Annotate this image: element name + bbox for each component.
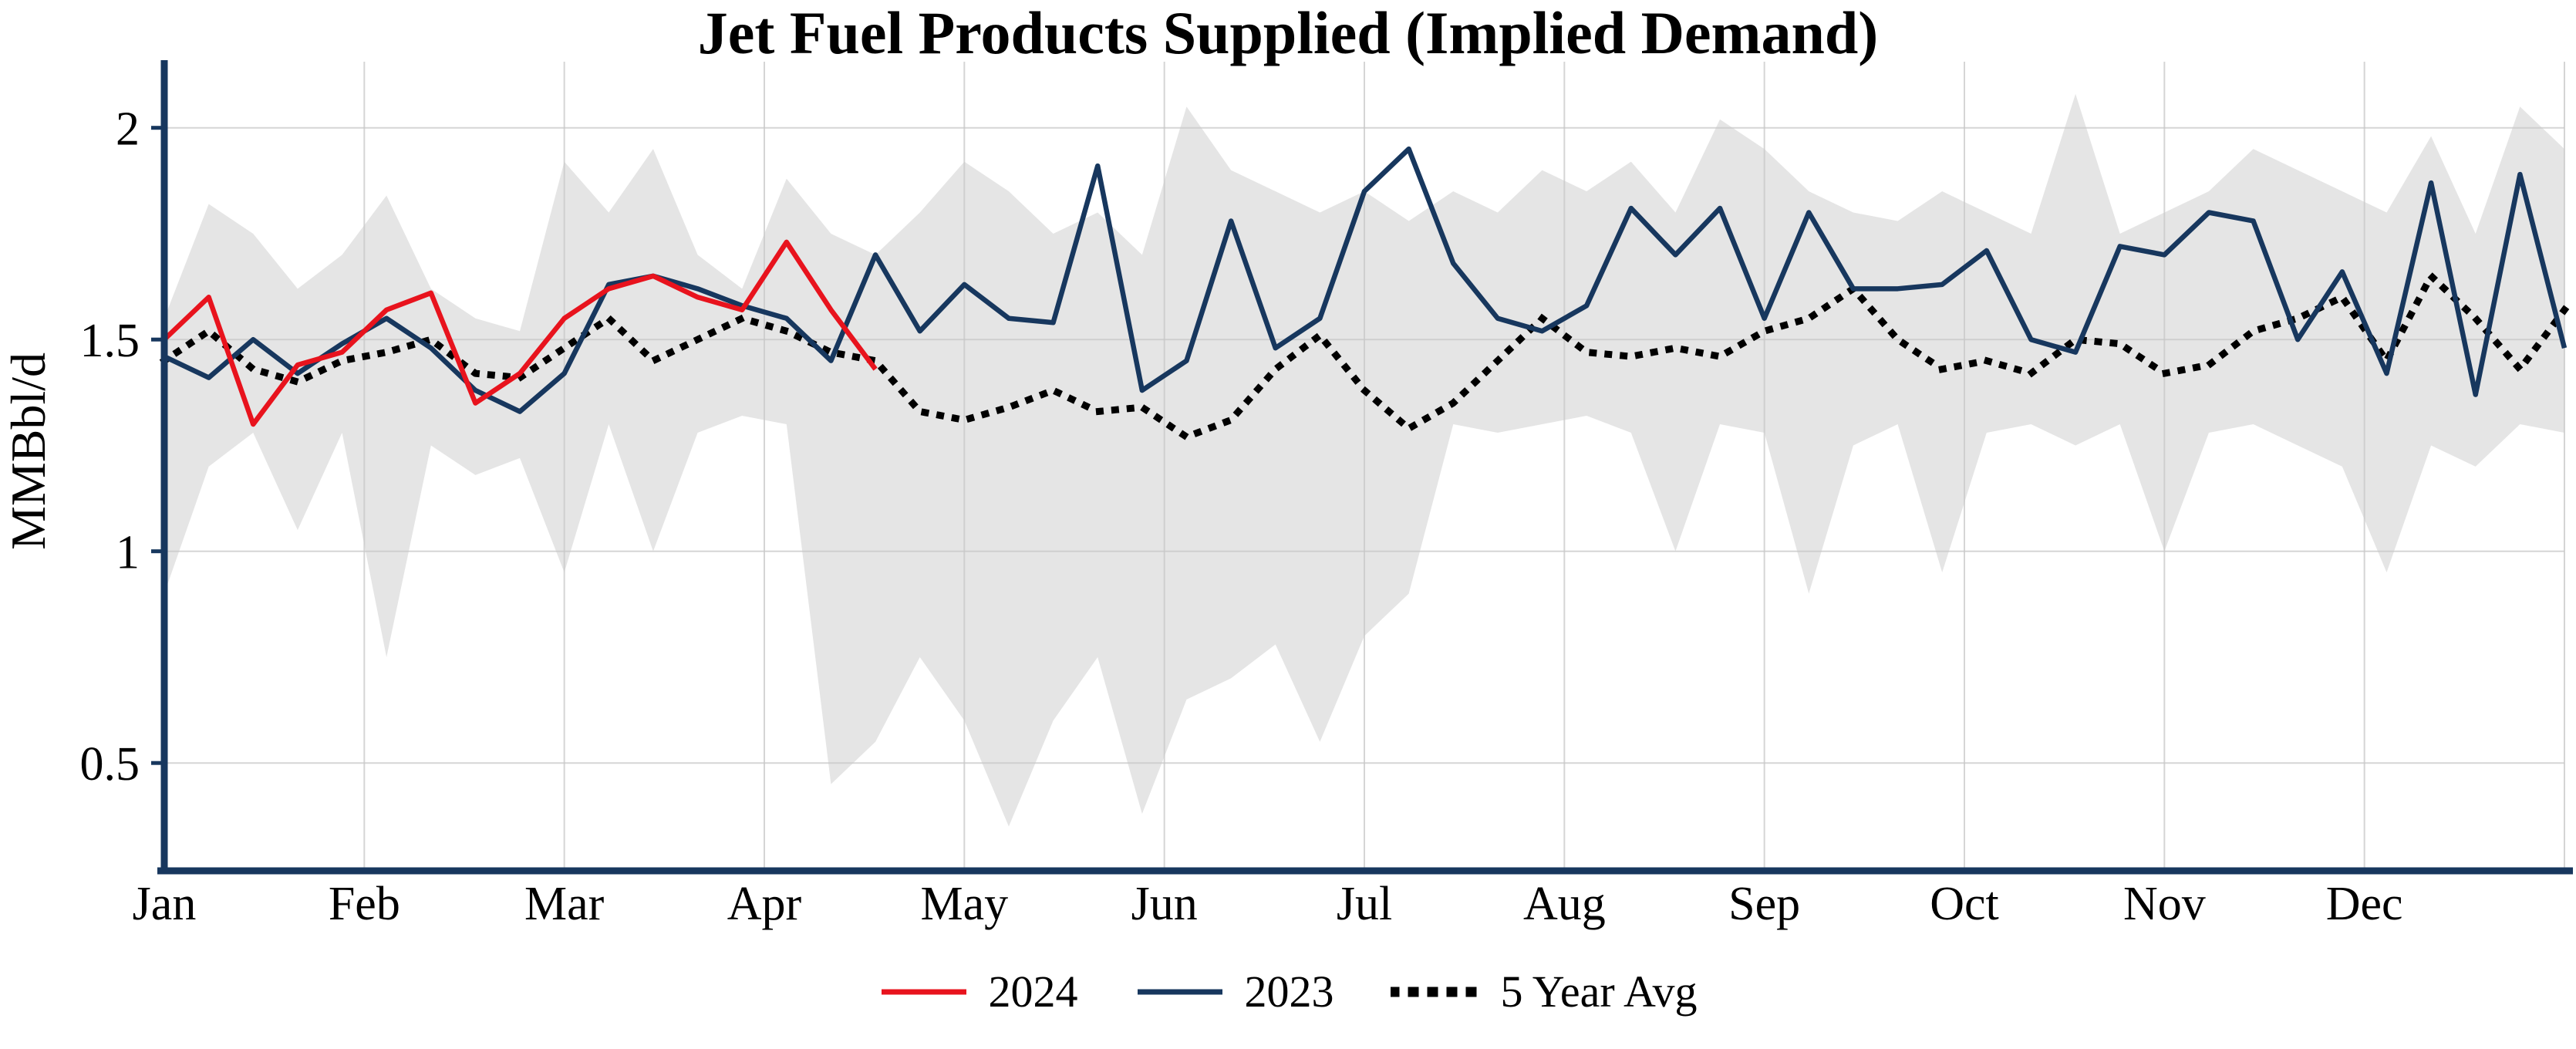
x-tick-label: Jan	[133, 878, 197, 930]
legend-label-5yr-avg: 5 Year Avg	[1500, 966, 1698, 1017]
y-tick-label: 1	[116, 526, 140, 578]
legend-swatch-2024-line-icon	[878, 984, 969, 1000]
legend-swatch-2023-line-icon	[1135, 984, 1226, 1000]
x-tick-label: Sep	[1728, 878, 1800, 930]
y-tick-label: 2	[116, 103, 140, 155]
chart-title: Jet Fuel Products Supplied (Implied Dema…	[697, 0, 1879, 66]
legend-item-2023: 2023	[1135, 966, 1334, 1017]
legend-item-2024: 2024	[878, 966, 1077, 1017]
y-tick-label: 0.5	[80, 738, 140, 791]
x-tick-label: Dec	[2326, 878, 2403, 930]
x-tick-label: Aug	[1523, 878, 1606, 930]
y-tick-label: 1.5	[80, 315, 140, 367]
legend-label-2023: 2023	[1244, 966, 1334, 1017]
series-line-2023	[163, 146, 2568, 414]
x-tick-label: Oct	[1930, 878, 1999, 930]
legend-swatch-5yr-avg-dotted-icon	[1391, 984, 1482, 1000]
x-tick-label: Feb	[329, 878, 400, 930]
x-tick-label: Apr	[727, 878, 802, 930]
x-tick-label: Mar	[524, 878, 605, 930]
legend-label-2024: 2024	[988, 966, 1078, 1017]
legend-item-5yr-avg: 5 Year Avg	[1391, 966, 1698, 1017]
x-tick-label: May	[921, 878, 1009, 930]
plot-area: 0.5 1 1.5 2 Jan Feb Mar Apr May Jun Jul Aug Sep Oct No…	[1, 60, 2573, 930]
x-tick-label: Jul	[1337, 878, 1392, 930]
x-tick-label: Jun	[1131, 878, 1198, 930]
x-tick-label: Nov	[2123, 878, 2206, 930]
legend: 2024 2023 5 Year Avg	[0, 966, 2576, 1017]
y-axis-label: MMBbl/d	[1, 352, 56, 550]
series-line-2024	[162, 239, 878, 427]
series-line-5yr-avg	[159, 272, 2570, 440]
